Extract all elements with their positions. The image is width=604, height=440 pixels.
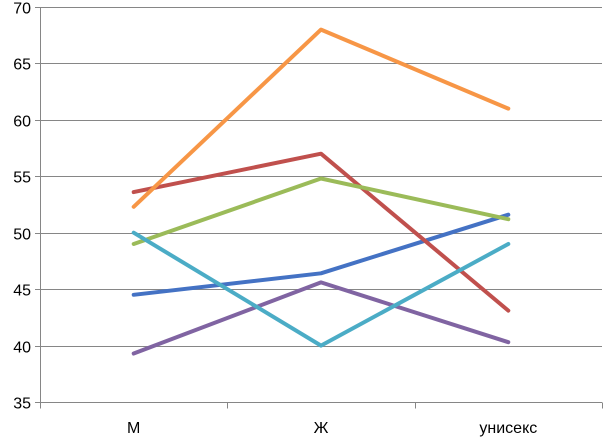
y-tick-label: 70 <box>13 1 31 18</box>
y-tick-label: 35 <box>13 396 31 413</box>
series-line-1 <box>131 212 511 297</box>
x-tick-label: унисекс <box>479 420 537 437</box>
series-line-5 <box>131 230 511 348</box>
y-tick-label: 65 <box>13 57 31 74</box>
series-lines <box>131 27 511 356</box>
y-tick-label: 55 <box>13 170 31 187</box>
y-tick-labels: 35 40 45 50 55 60 65 70 <box>13 1 31 413</box>
series-line-4 <box>131 280 511 356</box>
y-tick-label: 60 <box>13 114 31 131</box>
y-tick-label: 50 <box>13 227 31 244</box>
y-tick-label: 45 <box>13 283 31 300</box>
axes <box>35 7 603 409</box>
series-line-2 <box>131 151 511 313</box>
x-tick-label: Ж <box>314 420 329 437</box>
series-line-3 <box>131 176 511 246</box>
x-tick-label: М <box>127 420 140 437</box>
series-line-6 <box>131 27 511 209</box>
y-tick-label: 40 <box>13 340 31 357</box>
